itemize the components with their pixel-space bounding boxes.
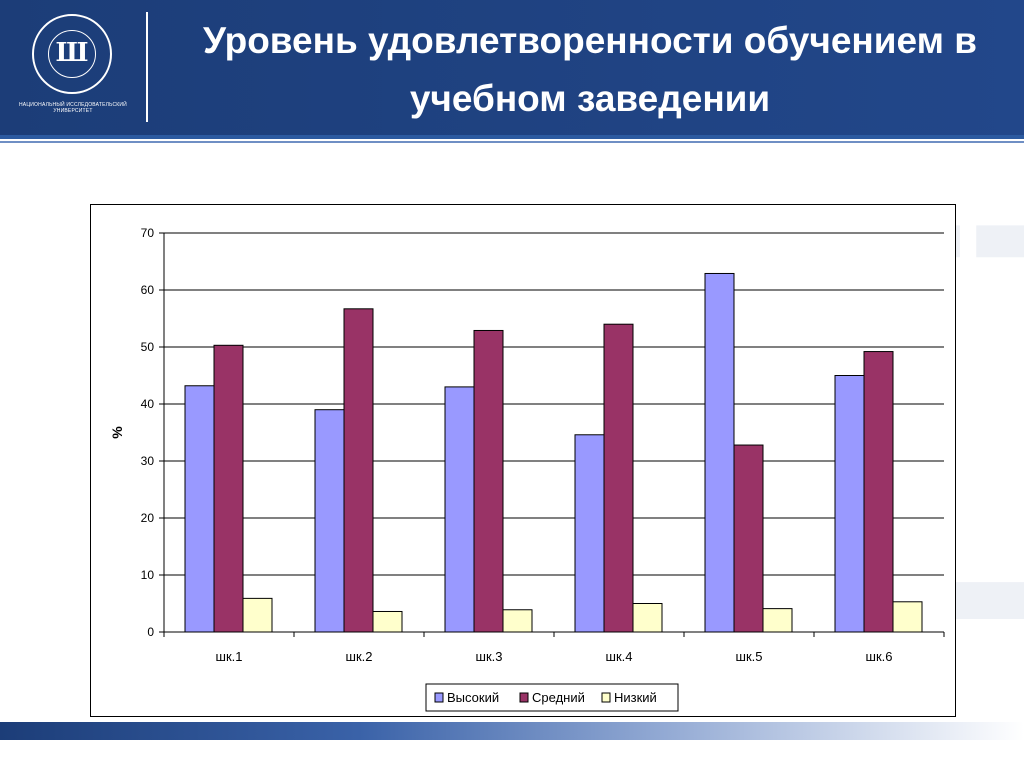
x-tick-label: шк.3 xyxy=(476,649,503,664)
y-tick-label: 20 xyxy=(141,511,155,525)
bar-1-2 xyxy=(314,409,345,633)
bar-1-6 xyxy=(834,375,865,633)
bar-3-4 xyxy=(632,603,663,633)
x-tick-label: шк.5 xyxy=(736,649,763,664)
bar-2-2 xyxy=(343,308,374,633)
legend-box xyxy=(425,683,679,712)
legend-label: Низкий xyxy=(614,690,657,705)
bar-2-6 xyxy=(863,351,894,633)
y-tick-label: 30 xyxy=(141,454,155,468)
bar-1-1 xyxy=(184,385,215,633)
bar-2-3 xyxy=(473,329,504,633)
logo-caption: НАЦИОНАЛЬНЫЙ ИССЛЕДОВАТЕЛЬСКИЙ УНИВЕРСИТ… xyxy=(19,102,127,114)
y-tick-label: 60 xyxy=(141,283,155,297)
bar-1-5 xyxy=(704,272,735,633)
page-title: Уровень удовлетворенности обучением в уч… xyxy=(202,20,977,119)
bar-1-3 xyxy=(444,386,475,633)
y-tick-label: 70 xyxy=(141,226,155,240)
legend-label: Средний xyxy=(532,690,585,705)
bar-3-5 xyxy=(762,608,793,633)
bar-3-3 xyxy=(502,609,533,633)
bar-2-4 xyxy=(603,323,634,633)
legend-swatch xyxy=(434,692,444,703)
legend-swatch xyxy=(519,692,529,703)
bar-3-1 xyxy=(242,597,273,633)
header-underline xyxy=(0,135,1024,139)
hse-logo: Ш НАЦИОНАЛЬНЫЙ ИССЛЕДОВАТЕЛЬСКИЙ УНИВЕРС… xyxy=(18,10,128,125)
bar-2-1 xyxy=(213,344,244,633)
logo-emblem: Ш xyxy=(48,30,96,78)
header-divider xyxy=(146,12,148,122)
x-tick-label: шк.1 xyxy=(216,649,243,664)
bar-3-6 xyxy=(892,601,923,633)
legend-swatch xyxy=(601,692,611,703)
x-tick-label: шк.6 xyxy=(866,649,893,664)
bar-1-4 xyxy=(574,434,605,633)
y-tick-label: 50 xyxy=(141,340,155,354)
y-tick-label: 40 xyxy=(141,397,155,411)
y-axis-label: % xyxy=(109,426,125,439)
x-tick-label: шк.4 xyxy=(606,649,633,664)
logo-ring: Ш xyxy=(32,14,112,94)
footer-bar xyxy=(0,722,1024,740)
header-underline-thin xyxy=(0,141,1024,143)
chart-frame: 0 10 20 30 40 50 60 70% шк.1 шк.2 шк.3 шк.4 шк.5 шк.6… xyxy=(90,204,956,717)
bar-2-5 xyxy=(733,444,764,633)
y-tick-label: 0 xyxy=(147,625,154,639)
bar-3-2 xyxy=(372,610,403,633)
x-tick-label: шк.2 xyxy=(346,649,373,664)
y-tick-label: 10 xyxy=(141,568,155,582)
bar-chart: 0 10 20 30 40 50 60 70% шк.1 шк.2 шк.3 шк.4 шк.5 шк.6… xyxy=(109,226,945,712)
legend-label: Высокий xyxy=(447,690,499,705)
header-bar xyxy=(0,0,1024,135)
